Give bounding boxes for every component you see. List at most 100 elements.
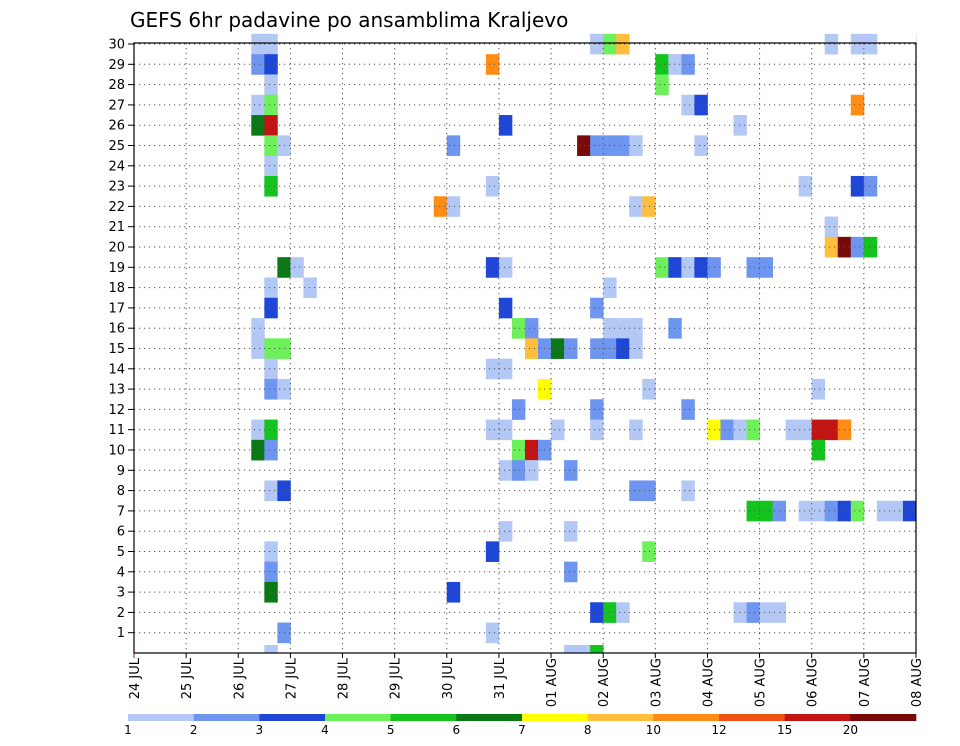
heatmap-cell <box>264 34 277 55</box>
heatmap-cell <box>629 480 642 501</box>
heatmap-cell <box>499 420 512 441</box>
heatmap-cell <box>760 257 773 278</box>
heatmap-cell <box>616 338 629 359</box>
heatmap-cell <box>512 460 525 481</box>
heatmap-cell <box>499 359 512 380</box>
heatmap-cell <box>747 501 760 522</box>
heatmap-cell <box>760 501 773 522</box>
heatmap-cell <box>564 645 577 653</box>
heatmap-cell <box>251 440 264 461</box>
heatmap-cell <box>251 338 264 359</box>
legend-color-swatch <box>653 714 719 721</box>
heatmap-cell <box>629 338 642 359</box>
y-tick-label: 12 <box>108 403 125 418</box>
heatmap-cell <box>747 602 760 623</box>
heatmap-cell <box>681 95 694 116</box>
heatmap-cell <box>590 338 603 359</box>
x-tick-label: 31 JUL <box>493 657 508 699</box>
heatmap-cell <box>616 34 629 55</box>
heatmap-cell <box>616 602 629 623</box>
heatmap-cell <box>512 399 525 420</box>
legend-color-swatch <box>785 714 851 721</box>
heatmap-cell <box>694 257 707 278</box>
heatmap-cell <box>486 623 499 644</box>
heatmap-cell <box>864 34 877 55</box>
heatmap-cell <box>447 196 460 217</box>
heatmap-cell <box>851 176 864 197</box>
heatmap-cell <box>564 338 577 359</box>
heatmap-cell <box>499 257 512 278</box>
heatmap-cell <box>525 318 538 339</box>
heatmap-cell <box>812 420 825 441</box>
heatmap-cell <box>486 176 499 197</box>
heatmap-cell <box>264 176 277 197</box>
legend-label: 1 <box>124 723 132 737</box>
legend-label: 6 <box>453 723 461 737</box>
heatmap-cell <box>486 257 499 278</box>
heatmap-cell <box>681 257 694 278</box>
heatmap-cell <box>825 217 838 238</box>
heatmap-cell <box>890 501 903 522</box>
legend-label: 20 <box>843 723 858 737</box>
heatmap-cell <box>525 440 538 461</box>
y-tick-label: 6 <box>117 525 125 540</box>
heatmap-cell <box>564 521 577 542</box>
heatmap-cell <box>564 460 577 481</box>
heatmap-cell <box>851 237 864 258</box>
legend-color-swatch <box>128 714 194 721</box>
heatmap-cell <box>851 34 864 55</box>
heatmap-cell <box>264 562 277 583</box>
legend-color-swatch <box>259 714 325 721</box>
legend-label: 2 <box>190 723 198 737</box>
heatmap-cell <box>499 298 512 319</box>
heatmap-cell <box>264 54 277 75</box>
heatmap-cell <box>251 95 264 116</box>
heatmap-cell <box>290 257 303 278</box>
legend-label: 3 <box>256 723 264 737</box>
heatmap-cell <box>264 440 277 461</box>
heatmap-cell <box>525 460 538 481</box>
heatmap-cell <box>264 156 277 177</box>
y-tick-label: 1 <box>117 626 125 641</box>
heatmap-cell <box>564 562 577 583</box>
heatmap-cell <box>264 480 277 501</box>
x-tick-label: 24 JUL <box>128 657 143 699</box>
heatmap-cell <box>512 440 525 461</box>
y-tick-label: 5 <box>117 545 125 560</box>
heatmap-cell <box>264 115 277 136</box>
legend-label: 15 <box>777 723 792 737</box>
heatmap-cell <box>486 54 499 75</box>
heatmap-cell <box>590 34 603 55</box>
heatmap-cell <box>590 399 603 420</box>
heatmap-cell <box>486 420 499 441</box>
y-tick-label: 26 <box>108 119 125 134</box>
x-tick-label: 02 AUG <box>597 658 612 707</box>
y-tick-label: 25 <box>108 139 125 154</box>
heatmap-cell <box>264 338 277 359</box>
heatmap-cell <box>499 460 512 481</box>
heatmap-cell <box>577 645 590 653</box>
heatmap-cell <box>681 480 694 501</box>
y-axis: 1234567891011121314151617181920212223242… <box>108 38 134 642</box>
heatmap-cell <box>655 257 668 278</box>
heatmap-cell <box>825 34 838 55</box>
x-tick-label: 28 JUL <box>337 657 352 699</box>
y-tick-label: 21 <box>108 220 125 235</box>
x-tick-label: 01 AUG <box>545 658 560 707</box>
legend-label: 4 <box>321 723 329 737</box>
x-tick-label: 06 AUG <box>806 658 821 707</box>
y-tick-label: 22 <box>108 200 125 215</box>
heatmap-cell <box>264 359 277 380</box>
y-tick-label: 2 <box>117 606 125 621</box>
legend-color-swatch <box>456 714 522 721</box>
heatmap-cell <box>747 420 760 441</box>
heatmap-cell <box>264 541 277 562</box>
legend-color-swatch <box>588 714 654 721</box>
x-tick-label: 27 JUL <box>284 657 299 699</box>
heatmap-cell <box>447 135 460 156</box>
heatmap-cell <box>499 115 512 136</box>
heatmap-cell <box>525 338 538 359</box>
